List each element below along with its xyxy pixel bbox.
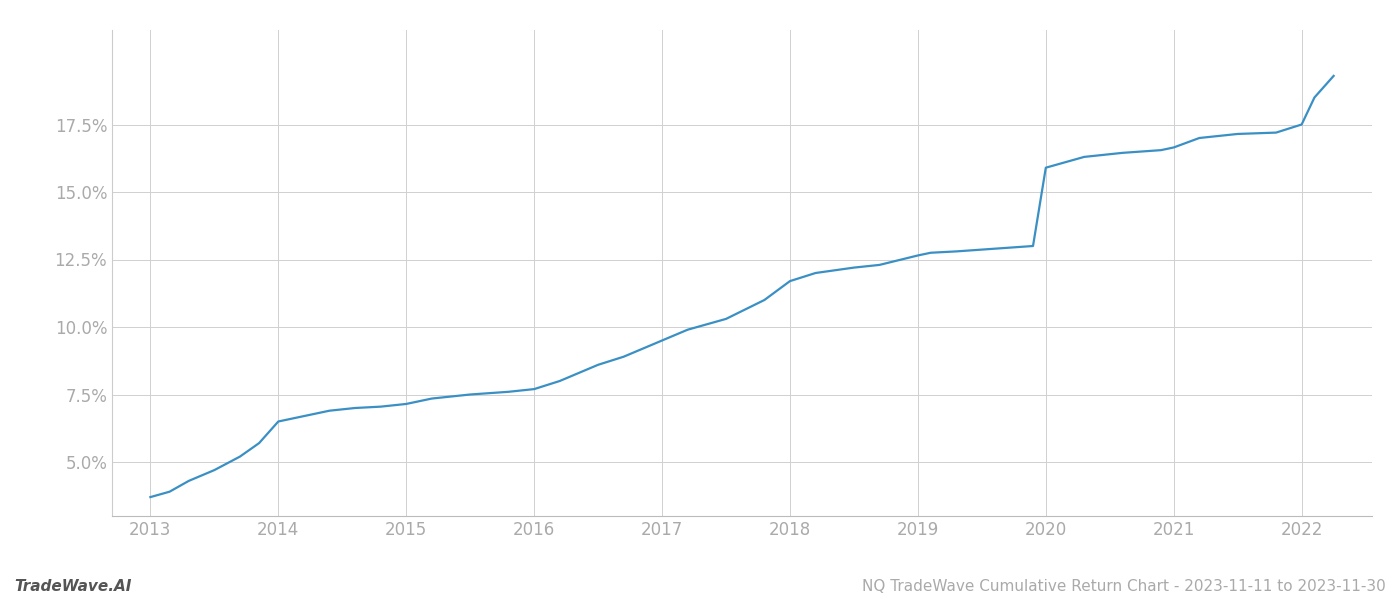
Text: TradeWave.AI: TradeWave.AI <box>14 579 132 594</box>
Text: NQ TradeWave Cumulative Return Chart - 2023-11-11 to 2023-11-30: NQ TradeWave Cumulative Return Chart - 2… <box>862 579 1386 594</box>
